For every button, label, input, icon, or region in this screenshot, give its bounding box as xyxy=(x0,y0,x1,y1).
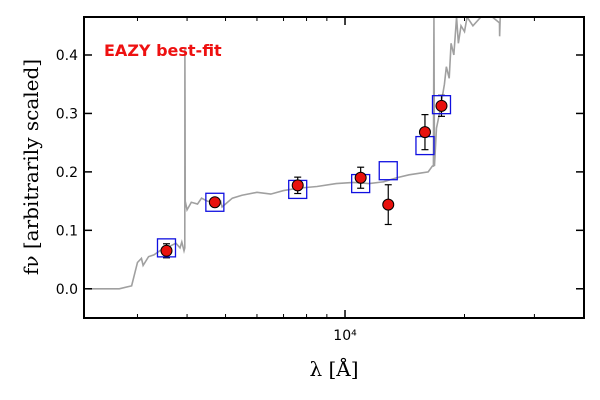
model-flux-square xyxy=(156,238,177,258)
x-tick-label: 10⁴ xyxy=(333,328,357,344)
y-tick-label: 0.0 xyxy=(56,282,78,298)
y-tick-label: 0.3 xyxy=(56,106,78,122)
observed-point xyxy=(208,196,221,209)
observed-point xyxy=(291,179,304,192)
x-axis-title: λ [Å] xyxy=(309,356,358,381)
observed-point xyxy=(160,244,173,257)
model-flux-square xyxy=(205,192,225,212)
observed-point xyxy=(382,198,395,211)
y-tick-label: 0.1 xyxy=(56,223,78,239)
y-axis-title: fν [arbitrarily scaled] xyxy=(19,59,43,275)
observed-point xyxy=(418,126,431,139)
observed-point xyxy=(354,171,367,184)
y-tick-label: 0.2 xyxy=(56,165,78,181)
observed-point xyxy=(435,99,448,112)
chart-annotation: EAZY best-fit xyxy=(104,41,222,60)
plot-frame xyxy=(83,16,585,319)
model-flux-square xyxy=(431,95,452,115)
model-flux-square xyxy=(378,161,398,181)
y-tick-label: 0.4 xyxy=(56,48,78,64)
